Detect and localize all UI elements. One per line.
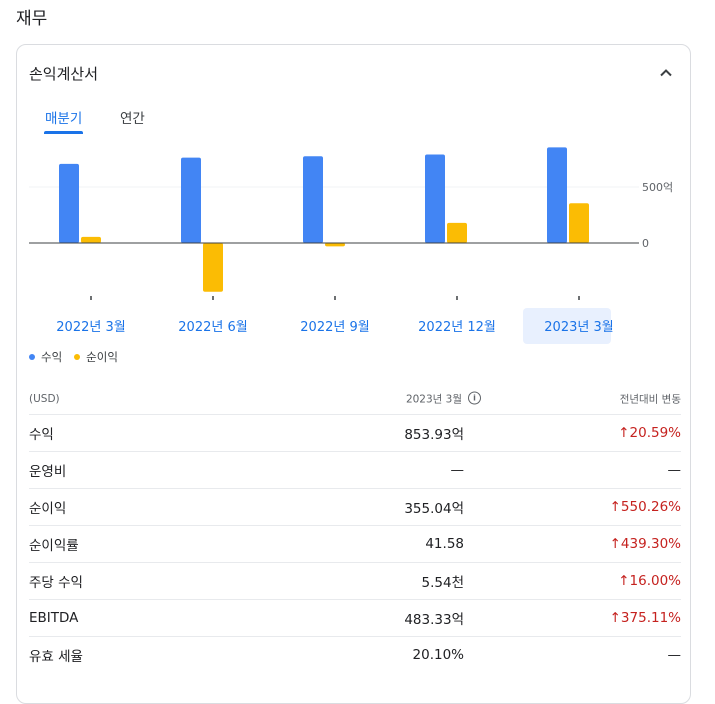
row-label: 유효 세율 — [29, 649, 83, 665]
change-value: 20.59% — [629, 425, 681, 441]
row-change: — — [667, 647, 682, 663]
table-row: 유효 세율 20.10% — — [29, 637, 681, 673]
net-income-bar — [325, 243, 345, 247]
row-change: ↑16.00% — [618, 573, 681, 589]
revenue-bar — [547, 147, 567, 243]
x-tick-label[interactable]: 2022년 6월 — [178, 320, 247, 335]
table-row: EBITDA 483.33억 ↑375.11% — [29, 600, 681, 637]
x-tick-label[interactable]: 2023년 3월 — [544, 320, 613, 335]
row-label: 주당 수익 — [29, 575, 83, 591]
arrow-up-icon: ↑ — [609, 536, 621, 552]
row-change: ↑375.11% — [610, 610, 681, 626]
y-tick-label: 500억 — [642, 181, 673, 194]
change-value: 439.30% — [620, 536, 681, 552]
row-label: 수익 — [29, 427, 54, 443]
info-icon[interactable]: i — [468, 391, 481, 405]
yoy-header: 전년대비 변동 — [619, 393, 681, 405]
table-row: 수익 853.93억 ↑20.59% — [29, 415, 681, 452]
net-income-bar — [569, 203, 589, 243]
table-row: 주당 수익 5.54천 ↑16.00% — [29, 563, 681, 600]
table-row: 순이익률 41.58 ↑439.30% — [29, 526, 681, 563]
revenue-bar — [59, 163, 79, 243]
arrow-up-icon: ↑ — [618, 573, 630, 589]
table-row: 운영비 — — — [29, 452, 681, 489]
row-change: ↑439.30% — [610, 536, 681, 552]
financial-table: (USD) 2023년 3월 i 전년대비 변동 수익 853.93억 ↑20.59%… — [29, 383, 681, 673]
currency-header: (USD) — [29, 392, 60, 405]
row-change: ↑20.59% — [618, 425, 681, 441]
row-value: 20.10% — [412, 647, 464, 663]
row-change: ↑550.26% — [610, 499, 681, 515]
net-income-dot-icon — [74, 353, 81, 360]
y-tick-label: 0 — [642, 237, 649, 250]
tab-quarterly-label: 매분기 — [45, 111, 83, 127]
row-value: 483.33억 — [404, 612, 464, 628]
legend-item-revenue: 수익 — [29, 349, 62, 365]
arrow-up-icon: ↑ — [618, 425, 630, 441]
x-tick-label[interactable]: 2022년 3월 — [56, 320, 125, 335]
table-header: (USD) 2023년 3월 i 전년대비 변동 — [29, 383, 681, 415]
period-header: 2023년 3월 i — [406, 391, 481, 406]
period-header-label: 2023년 3월 — [405, 393, 462, 405]
net-income-bar — [447, 222, 467, 243]
row-label: 순이익률 — [29, 538, 79, 554]
row-label: EBITDA — [29, 610, 79, 626]
change-value: 375.11% — [620, 610, 681, 626]
tab-quarterly[interactable]: 매분기 — [44, 107, 84, 134]
legend-net-income-label: 순이익 — [86, 350, 118, 364]
revenue-bar — [303, 156, 323, 243]
tab-annual[interactable]: 연간 — [120, 107, 145, 127]
legend-item-net-income: 순이익 — [74, 349, 118, 365]
row-value: 355.04억 — [404, 501, 464, 517]
income-statement-card: 손익계산서 매분기 연간 500억 0 2022년 3월 2022년 6월 2022년 … — [16, 44, 691, 704]
row-value: 41.58 — [425, 536, 464, 552]
arrow-up-icon: ↑ — [609, 610, 621, 626]
net-income-bar — [203, 243, 223, 292]
table-row: 순이익 355.04억 ↑550.26% — [29, 489, 681, 526]
x-tick-label[interactable]: 2022년 9월 — [300, 320, 369, 335]
income-chart: 500억 0 2022년 3월 2022년 6월 2022년 9월 2022년 12월 20… — [29, 147, 673, 344]
chart-legend: 수익 순이익 — [29, 349, 118, 365]
table-body: 수익 853.93억 ↑20.59% 운영비 — — 순이익 355.04억 ↑550.26% 순… — [29, 415, 681, 673]
row-value: 853.93억 — [404, 427, 464, 443]
row-value: — — [450, 462, 465, 478]
row-value: 5.54천 — [421, 575, 464, 591]
chevron-up-icon — [660, 69, 672, 77]
revenue-dot-icon — [29, 353, 35, 360]
change-value: 550.26% — [620, 499, 681, 515]
legend-revenue-label: 수익 — [41, 350, 63, 364]
selected-period-highlight — [523, 308, 611, 344]
change-value: 16.00% — [629, 573, 681, 589]
arrow-up-icon: ↑ — [609, 499, 621, 515]
card-title: 손익계산서 — [29, 65, 99, 83]
x-tick-label[interactable]: 2022년 12월 — [418, 320, 496, 335]
revenue-bar — [181, 157, 201, 243]
net-income-bar — [81, 236, 101, 243]
row-label: 운영비 — [29, 464, 67, 480]
active-tab-indicator — [44, 131, 84, 134]
collapse-button[interactable] — [654, 61, 678, 85]
tab-annual-label: 연간 — [120, 111, 145, 127]
section-title: 재무 — [16, 9, 48, 29]
row-label: 순이익 — [29, 501, 67, 517]
row-change: — — [667, 462, 682, 478]
revenue-bar — [425, 154, 445, 243]
